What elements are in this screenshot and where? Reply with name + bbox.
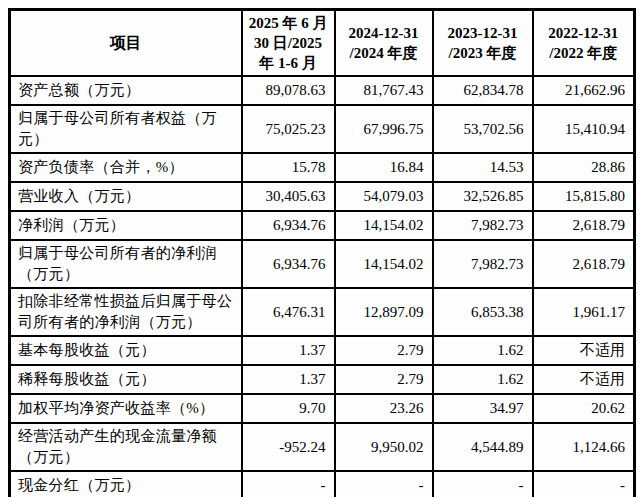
value-cell: - [242,471,335,497]
row-label: 归属于母公司所有者权益（万元） [10,105,242,153]
table-row: 资产负债率（合并，%）15.7816.8414.5328.86 [10,153,635,182]
value-cell: 15,410.94 [533,105,635,153]
value-cell: 81,767.43 [335,76,433,105]
value-cell: 15,815.80 [533,182,635,211]
row-label: 扣除非经常性损益后归属于母公 司所有者的净利润（万元） [10,288,242,336]
value-cell: 1.62 [433,365,533,394]
value-cell: 1.62 [433,336,533,365]
table-row: 扣除非经常性损益后归属于母公 司所有者的净利润（万元）6,476.3112,89… [10,288,635,336]
row-label: 净利润（万元） [10,211,242,240]
value-cell: 30,405.63 [242,182,335,211]
value-cell: - [433,471,533,497]
value-cell: 20.62 [533,394,635,423]
value-cell: 23.26 [335,394,433,423]
row-label: 营业收入（万元） [10,182,242,211]
table-row: 归属于母公司所有者的净利润 （万元）6,934.7614,154.027,982… [10,240,635,288]
table-body: 资产总额（万元）89,078.6381,767.4362,834.7821,66… [10,76,635,497]
value-cell: 1,124.66 [533,423,635,471]
table-row: 归属于母公司所有者权益（万元）75,025.2367,996.7553,702.… [10,105,635,153]
value-cell: 89,078.63 [242,76,335,105]
header-cell-item: 项目 [10,10,242,77]
value-cell: 16.84 [335,153,433,182]
table-header: 项目 2025 年 6 月 30 日/2025 年 1-6 月 2024-12-… [10,10,635,77]
value-cell: 6,476.31 [242,288,335,336]
value-cell: 62,834.78 [433,76,533,105]
value-cell: 9.70 [242,394,335,423]
value-cell: 2,618.79 [533,211,635,240]
row-label: 归属于母公司所有者的净利润 （万元） [10,240,242,288]
row-label: 加权平均净资产收益率（%） [10,394,242,423]
table-row: 净利润（万元）6,934.7614,154.027,982.732,618.79 [10,211,635,240]
value-cell: 14,154.02 [335,211,433,240]
table-row: 现金分红（万元）---- [10,471,635,497]
table-row: 经营活动产生的现金流量净额 （万元）-952.249,950.024,544.8… [10,423,635,471]
header-cell-period-2025h1: 2025 年 6 月 30 日/2025 年 1-6 月 [242,10,335,77]
value-cell: 12,897.09 [335,288,433,336]
value-cell: 7,982.73 [433,211,533,240]
value-cell: 2,618.79 [533,240,635,288]
header-cell-period-2022: 2022-12-31 /2022 年度 [533,10,635,77]
value-cell: 6,934.76 [242,240,335,288]
value-cell: 6,934.76 [242,211,335,240]
financial-summary-table-wrap: 项目 2025 年 6 月 30 日/2025 年 1-6 月 2024-12-… [8,8,636,497]
table-row: 加权平均净资产收益率（%）9.7023.2634.9720.62 [10,394,635,423]
value-cell: 9,950.02 [335,423,433,471]
table-row: 营业收入（万元）30,405.6354,079.0332,526.8515,81… [10,182,635,211]
row-label: 基本每股收益（元） [10,336,242,365]
financial-summary-table: 项目 2025 年 6 月 30 日/2025 年 1-6 月 2024-12-… [8,8,636,497]
value-cell: 1,961.17 [533,288,635,336]
row-label: 现金分红（万元） [10,471,242,497]
row-label: 资产总额（万元） [10,76,242,105]
value-cell: 32,526.85 [433,182,533,211]
value-cell: 15.78 [242,153,335,182]
table-row: 稀释每股收益（元）1.372.791.62不适用 [10,365,635,394]
value-cell: 67,996.75 [335,105,433,153]
row-label: 资产负债率（合并，%） [10,153,242,182]
value-cell: 2.79 [335,336,433,365]
value-cell: -952.24 [242,423,335,471]
value-cell: 7,982.73 [433,240,533,288]
value-cell: 1.37 [242,365,335,394]
value-cell: 54,079.03 [335,182,433,211]
value-cell: 28.86 [533,153,635,182]
table-row: 基本每股收益（元）1.372.791.62不适用 [10,336,635,365]
value-cell: 14.53 [433,153,533,182]
value-cell: 2.79 [335,365,433,394]
row-label: 稀释每股收益（元） [10,365,242,394]
value-cell: 21,662.96 [533,76,635,105]
value-cell: 不适用 [533,365,635,394]
header-cell-period-2024: 2024-12-31 /2024 年度 [335,10,433,77]
value-cell: 53,702.56 [433,105,533,153]
row-label: 经营活动产生的现金流量净额 （万元） [10,423,242,471]
value-cell: 6,853.38 [433,288,533,336]
header-cell-period-2023: 2023-12-31 /2023 年度 [433,10,533,77]
value-cell: 1.37 [242,336,335,365]
value-cell: 34.97 [433,394,533,423]
value-cell: 75,025.23 [242,105,335,153]
table-row: 资产总额（万元）89,078.6381,767.4362,834.7821,66… [10,76,635,105]
header-row: 项目 2025 年 6 月 30 日/2025 年 1-6 月 2024-12-… [10,10,635,77]
value-cell: - [533,471,635,497]
value-cell: 14,154.02 [335,240,433,288]
value-cell: 4,544.89 [433,423,533,471]
value-cell: - [335,471,433,497]
value-cell: 不适用 [533,336,635,365]
